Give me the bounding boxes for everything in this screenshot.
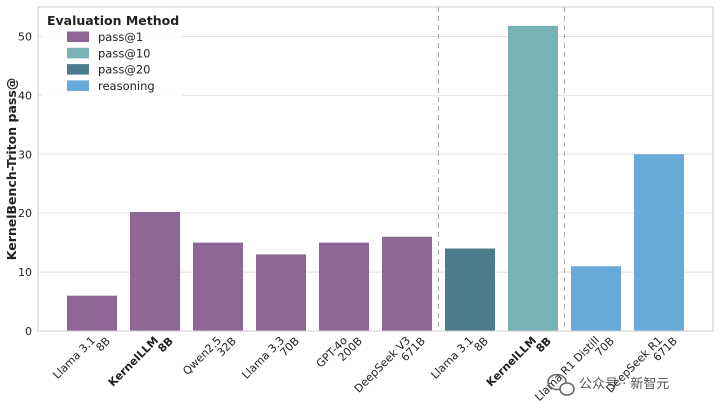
watermark-text: 公众号 · 新智元 bbox=[579, 376, 669, 392]
x-tick-label-line1: Qwen2.5 bbox=[180, 334, 224, 378]
legend-title: Evaluation Method bbox=[47, 13, 179, 28]
legend-entry: pass@10 bbox=[67, 46, 150, 60]
bar bbox=[508, 25, 558, 331]
x-tick-label-line2: 8B bbox=[93, 335, 112, 354]
legend-swatch bbox=[67, 47, 89, 59]
legend-label: pass@1 bbox=[98, 30, 143, 44]
x-tick-label-line2: 8B bbox=[533, 335, 554, 356]
legend-entry: pass@1 bbox=[67, 30, 143, 44]
x-tick-label: Llama 3.18B bbox=[50, 334, 112, 382]
x-tick-label-line1: KernelLLM bbox=[106, 334, 161, 389]
x-tick-label-line2: 8B bbox=[155, 335, 176, 356]
bars bbox=[67, 25, 684, 331]
legend-entry: pass@20 bbox=[67, 63, 150, 77]
legend-label: reasoning bbox=[98, 79, 155, 93]
bar bbox=[571, 266, 621, 331]
y-tick-label: 50 bbox=[18, 30, 32, 43]
legend-label: pass@10 bbox=[98, 46, 150, 60]
x-tick-label: Llama 3.18B bbox=[428, 334, 490, 382]
legend-swatch bbox=[67, 31, 89, 42]
bar bbox=[319, 242, 369, 331]
bar bbox=[67, 295, 117, 331]
legend-swatch bbox=[67, 64, 89, 75]
y-tick-label: 0 bbox=[25, 325, 32, 338]
bar bbox=[193, 242, 243, 331]
legend: Evaluation Method pass@1 pass@10 pass@20 re… bbox=[42, 10, 182, 98]
y-axis-label: KernelBench-Triton pass@ bbox=[4, 78, 19, 261]
y-tick-label: 10 bbox=[18, 266, 32, 279]
bar bbox=[382, 236, 432, 331]
y-tick-labels: 0 10 20 30 40 50 bbox=[18, 30, 32, 338]
bar bbox=[130, 212, 180, 331]
x-tick-label-line1: Llama 3.3 bbox=[239, 334, 287, 382]
legend-label: pass@20 bbox=[98, 63, 150, 77]
legend-swatch bbox=[67, 80, 89, 91]
y-tick-label: 20 bbox=[18, 207, 32, 220]
legend-entries: pass@1 pass@10 pass@20 reasoning bbox=[67, 30, 155, 93]
x-tick-label-line1: Llama 3.1 bbox=[428, 334, 476, 382]
x-tick-label-line1: KernelLLM bbox=[484, 334, 539, 389]
bar bbox=[445, 248, 495, 331]
bar bbox=[634, 154, 684, 331]
y-tick-label: 30 bbox=[18, 148, 32, 161]
y-tick-label: 40 bbox=[18, 89, 32, 102]
watermark: 公众号 · 新智元 bbox=[547, 373, 669, 396]
plot-frame bbox=[37, 6, 714, 332]
bar bbox=[256, 254, 306, 331]
group-separators bbox=[438, 7, 565, 331]
x-tick-label-line2: 8B bbox=[471, 335, 490, 354]
legend-box bbox=[42, 10, 182, 98]
wechat-icon bbox=[547, 373, 575, 396]
legend-entry: reasoning bbox=[67, 79, 155, 93]
x-tick-label-line1: Llama 3.1 bbox=[50, 334, 98, 382]
